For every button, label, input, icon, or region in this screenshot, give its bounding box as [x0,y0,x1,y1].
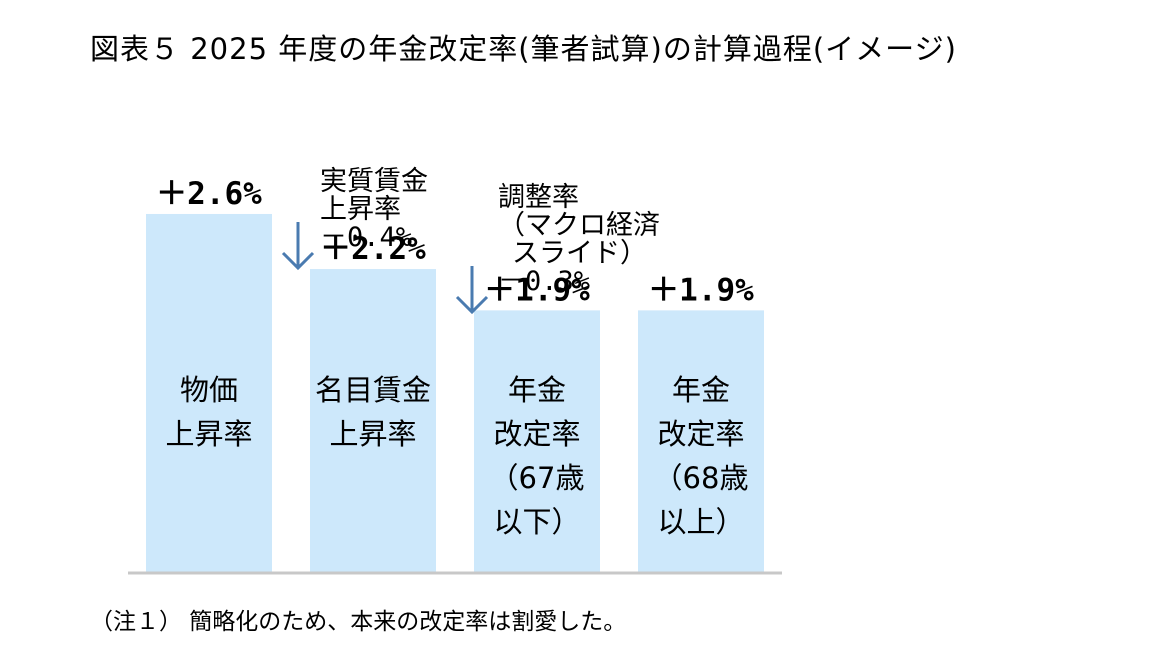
category-label-2-line-2: 上昇率 [329,417,416,451]
bar-4 [638,310,764,572]
adjustment-arrowhead-1 [281,251,315,271]
bar-2 [310,269,436,572]
adjustment-label-1-line-1: 実質賃金 [320,166,428,197]
category-label-4-line-4: 以上） [657,505,744,539]
adjustment-arrowhead-2 [455,295,489,315]
category-label-4-line-1: 年金 [672,373,730,407]
adjustment-label-1-line-2: 上昇率 [320,194,401,225]
category-label-3-line-4: 以下） [493,505,580,539]
value-label-4: ＋1.9% [648,272,754,308]
value-label-3: ＋1.9% [484,272,590,308]
chart-title: 図表５ 2025 年度の年金改定率(筆者試算)の計算過程(イメージ) [90,32,957,66]
category-label-1-line-1: 物価 [180,373,238,407]
bar-1 [146,213,272,573]
adjustment-label-2-line-1: 調整率 [498,182,579,213]
bar-3 [474,310,600,572]
adjustment-value-2: －0.3% [498,266,590,297]
value-label-2: ＋2.2% [320,231,426,267]
category-label-3-line-3: （67歳 [490,461,585,495]
category-label-4-line-3: （68歳 [654,461,749,495]
category-label-3-line-1: 年金 [508,373,566,407]
adjustment-label-2-line-3: スライド） [512,238,647,269]
category-label-3-line-2: 改定率 [493,417,580,451]
adjustment-label-2-line-2: （マクロ経済 [498,210,660,241]
category-label-4-line-2: 改定率 [657,417,744,451]
adjustment-value-1: －0.4% [320,222,412,253]
category-label-1-line-2: 上昇率 [165,417,252,451]
value-label-1: ＋2.6% [156,176,262,212]
category-label-2-line-1: 名目賃金 [315,373,431,407]
footnote: （注１） 簡略化のため、本来の改定率は割愛した。 [90,609,627,635]
